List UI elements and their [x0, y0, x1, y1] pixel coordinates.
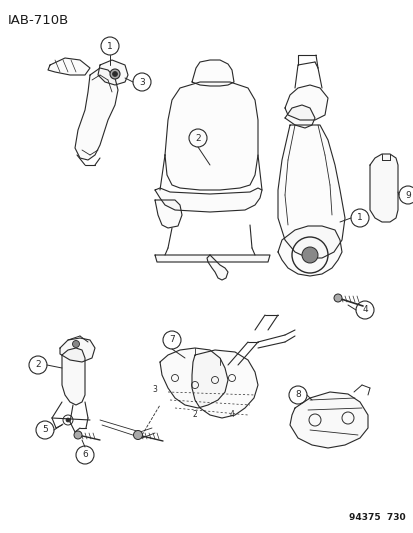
Text: 4: 4: [229, 410, 234, 419]
Text: 7: 7: [169, 335, 174, 344]
Text: 2: 2: [35, 360, 41, 369]
Polygon shape: [98, 60, 128, 85]
Polygon shape: [60, 338, 95, 362]
Circle shape: [301, 247, 317, 263]
Polygon shape: [192, 60, 233, 86]
Polygon shape: [192, 350, 257, 418]
Polygon shape: [289, 392, 367, 448]
Text: 9: 9: [404, 190, 410, 199]
Text: 6: 6: [82, 450, 88, 459]
Polygon shape: [159, 348, 228, 408]
Circle shape: [110, 69, 120, 79]
Text: 1: 1: [356, 214, 362, 222]
Text: 4: 4: [361, 305, 367, 314]
Circle shape: [74, 431, 82, 439]
Text: 2: 2: [192, 410, 197, 419]
Polygon shape: [165, 82, 257, 190]
Polygon shape: [154, 188, 261, 212]
Text: 2: 2: [195, 133, 200, 142]
Polygon shape: [75, 68, 118, 160]
Polygon shape: [154, 200, 182, 228]
Polygon shape: [284, 105, 314, 128]
Polygon shape: [62, 348, 85, 405]
Text: 3: 3: [139, 77, 145, 86]
Polygon shape: [277, 125, 344, 258]
Polygon shape: [369, 154, 397, 222]
Polygon shape: [284, 85, 327, 120]
Circle shape: [133, 431, 142, 440]
Polygon shape: [154, 255, 269, 262]
Circle shape: [66, 418, 70, 422]
Text: 1: 1: [107, 42, 113, 51]
Text: 3: 3: [152, 385, 157, 394]
Text: IAB-710B: IAB-710B: [8, 14, 69, 27]
Polygon shape: [206, 255, 228, 280]
Circle shape: [72, 341, 79, 348]
Circle shape: [333, 294, 341, 302]
Circle shape: [112, 71, 117, 77]
Polygon shape: [48, 58, 90, 75]
Text: 8: 8: [294, 391, 300, 400]
Text: 5: 5: [42, 425, 48, 434]
Text: 94375  730: 94375 730: [349, 513, 405, 522]
Polygon shape: [277, 226, 341, 276]
